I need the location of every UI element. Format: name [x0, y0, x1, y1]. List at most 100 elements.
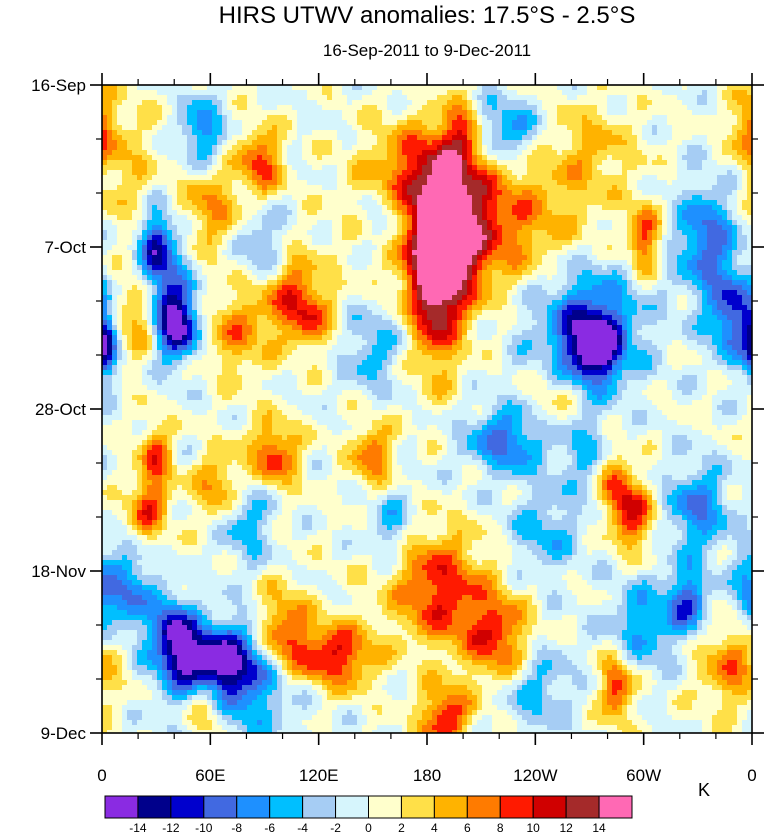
field-cell [347, 275, 352, 280]
field-cell [142, 180, 147, 185]
field-cell [152, 260, 157, 265]
field-cell [267, 160, 272, 165]
field-cell [732, 195, 737, 200]
field-cell [732, 90, 737, 95]
field-cell [492, 95, 497, 100]
field-cell [157, 100, 162, 105]
field-cell [632, 140, 637, 145]
field-cell [137, 175, 142, 180]
field-cell [527, 175, 532, 180]
field-cell [537, 240, 542, 245]
field-cell [567, 245, 572, 250]
field-cell [707, 160, 712, 165]
field-cell [237, 225, 242, 230]
field-cell [182, 85, 187, 90]
field-cell [617, 195, 622, 200]
field-cell [507, 85, 512, 90]
field-cell [697, 205, 702, 210]
field-cell [152, 135, 157, 140]
field-cell [382, 90, 387, 95]
field-cell [357, 275, 362, 280]
field-cell [467, 220, 472, 225]
field-cell [682, 200, 687, 205]
field-cell [142, 200, 147, 205]
field-cell [317, 270, 322, 275]
field-cell [122, 190, 127, 195]
field-cell [492, 140, 497, 145]
field-cell [442, 155, 447, 160]
field-cell [487, 230, 492, 235]
field-cell [667, 180, 672, 185]
chart-title: HIRS UTWV anomalies: 17.5°S - 2.5°S [219, 2, 636, 29]
field-cell [672, 165, 677, 170]
field-cell [212, 170, 217, 175]
field-cell [717, 185, 722, 190]
field-cell [437, 200, 442, 205]
field-cell [617, 155, 622, 160]
field-cell [212, 205, 217, 210]
field-cell [417, 190, 422, 195]
field-cell [402, 100, 407, 105]
field-cell [552, 190, 557, 195]
field-cell [627, 270, 632, 275]
field-cell [617, 240, 622, 245]
field-cell [237, 130, 242, 135]
field-cell [152, 170, 157, 175]
field-cell [652, 265, 657, 270]
field-cell [182, 155, 187, 160]
field-cell [547, 95, 552, 100]
field-cell [467, 255, 472, 260]
field-cell [527, 255, 532, 260]
field-cell [167, 90, 172, 95]
field-cell [412, 95, 417, 100]
field-cell [337, 250, 342, 255]
field-cell [252, 155, 257, 160]
field-cell [717, 225, 722, 230]
field-cell [207, 195, 212, 200]
field-cell [462, 220, 467, 225]
field-cell [707, 155, 712, 160]
field-cell [652, 250, 657, 255]
field-cell [377, 270, 382, 275]
field-cell [687, 105, 692, 110]
field-cell [147, 250, 152, 255]
field-cell [717, 160, 722, 165]
field-cell [202, 170, 207, 175]
field-cell [387, 150, 392, 155]
field-cell [122, 205, 127, 210]
field-cell [397, 190, 402, 195]
field-cell [717, 140, 722, 145]
field-cell [462, 270, 467, 275]
field-cell [607, 175, 612, 180]
field-cell [692, 120, 697, 125]
field-cell [602, 85, 607, 90]
field-cell [272, 220, 277, 225]
field-cell [202, 150, 207, 155]
field-cell [312, 265, 317, 270]
field-cell [417, 165, 422, 170]
field-cell [537, 195, 542, 200]
field-cell [737, 255, 742, 260]
field-cell [417, 205, 422, 210]
field-cell [657, 110, 662, 115]
field-cell [197, 185, 202, 190]
field-cell [162, 220, 167, 225]
field-cell [522, 95, 527, 100]
field-cell [482, 250, 487, 255]
field-cell [517, 130, 522, 135]
field-cell [437, 125, 442, 130]
field-cell [677, 165, 682, 170]
field-cell [497, 200, 502, 205]
field-cell [292, 190, 297, 195]
field-cell [492, 250, 497, 255]
field-cell [167, 200, 172, 205]
field-cell [277, 275, 282, 280]
field-cell [442, 105, 447, 110]
field-cell [407, 195, 412, 200]
field-cell [417, 85, 422, 90]
field-cell [602, 130, 607, 135]
field-cell [647, 245, 652, 250]
field-cell [432, 260, 437, 265]
field-cell [702, 85, 707, 90]
field-cell [152, 100, 157, 105]
